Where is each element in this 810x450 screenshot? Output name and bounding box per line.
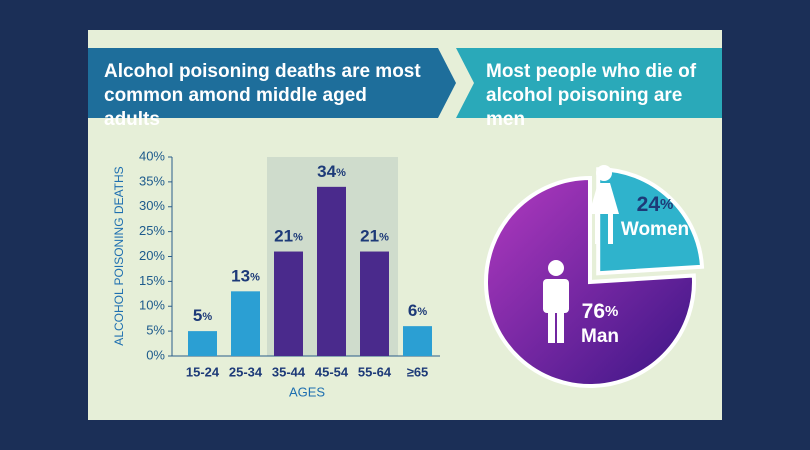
x-tick-label: 55-64 [358,364,392,379]
bar [403,326,432,356]
y-tick-label: 20% [139,248,165,263]
bar [360,251,389,356]
x-tick-label: 45-54 [315,364,349,379]
x-tick-label: 15-24 [186,364,220,379]
icon-woman [589,165,619,244]
value-label: 21% [360,227,389,246]
value-label: 13% [231,267,260,286]
icon-man [543,260,569,343]
pie-slice [596,167,705,276]
category-label: Women [621,219,689,240]
y-tick-label: 40% [139,148,165,163]
value-label: 76% [582,300,619,323]
y-tick-label: 0% [146,347,165,362]
y-tick-label: 30% [139,198,165,213]
category-label: Man [581,326,619,347]
y-tick-label: 5% [146,323,165,338]
bar-title: Alcohol poisoning deaths are most common… [104,61,421,130]
value-label: 5% [193,307,212,326]
y-tick-label: 35% [139,173,165,188]
y-tick-label: 10% [139,298,165,313]
x-tick-label: 25-34 [229,364,263,379]
plot: 0% 5% 10% 15% 20% 25% 30% 35% 40% 5% 15-24 13% 25-34… [112,148,705,399]
x-axis-title: AGES [289,384,325,399]
bar [317,186,346,356]
bar [231,291,260,356]
bar [188,331,217,356]
value-label: 21% [274,227,303,246]
header-right [456,48,722,118]
y-tick-label: 25% [139,223,165,238]
pie-title: Most people who die of alcohol poisoning… [486,61,697,130]
value-label: 6% [408,302,427,321]
y-axis-title: ALCOHOL POISONING DEATHS [112,166,126,345]
pie-slice [484,175,696,388]
header-left [88,48,456,118]
value-label: 34% [317,162,346,181]
bar [274,251,303,356]
value-label: 24% [637,193,674,216]
x-tick-label: 35-44 [272,364,306,379]
x-tick-label: ≥65 [407,364,429,379]
y-tick-label: 15% [139,273,165,288]
